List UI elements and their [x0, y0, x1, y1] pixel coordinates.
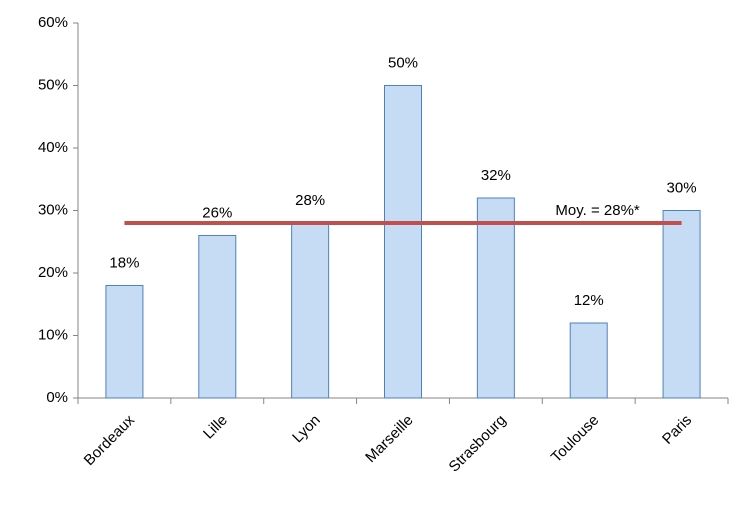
x-tick-label: Paris	[659, 412, 695, 448]
value-label: 32%	[481, 167, 511, 184]
value-label: 50%	[388, 54, 418, 71]
reference-label: Moy. = 28%*	[555, 202, 640, 219]
bar	[105, 285, 144, 399]
value-label: 18%	[109, 254, 139, 271]
bar	[569, 322, 608, 399]
y-tick-label: 30%	[38, 201, 68, 218]
x-tick-label: Lyon	[289, 412, 324, 447]
value-label: 12%	[574, 292, 604, 309]
bar	[384, 85, 422, 399]
bar	[476, 197, 515, 399]
y-tick-label: 10%	[38, 326, 68, 343]
x-tick-label: Marseille	[362, 412, 416, 466]
y-tick-label: 0%	[46, 389, 68, 406]
y-tick-label: 40%	[38, 139, 68, 156]
bar	[662, 210, 701, 399]
x-tick-label: Toulouse	[548, 412, 602, 466]
value-label: 26%	[202, 204, 232, 221]
bar	[198, 235, 237, 399]
bar	[291, 222, 330, 399]
y-tick-label: 20%	[38, 264, 68, 281]
x-tick-label: Bordeaux	[81, 411, 139, 469]
y-tick-label: 60%	[38, 14, 68, 31]
value-label: 28%	[295, 192, 325, 209]
x-tick-label: Strasbourg	[446, 412, 510, 476]
x-tick-label: Lille	[200, 412, 231, 443]
y-tick-label: 50%	[38, 76, 68, 93]
value-label: 30%	[667, 179, 697, 196]
